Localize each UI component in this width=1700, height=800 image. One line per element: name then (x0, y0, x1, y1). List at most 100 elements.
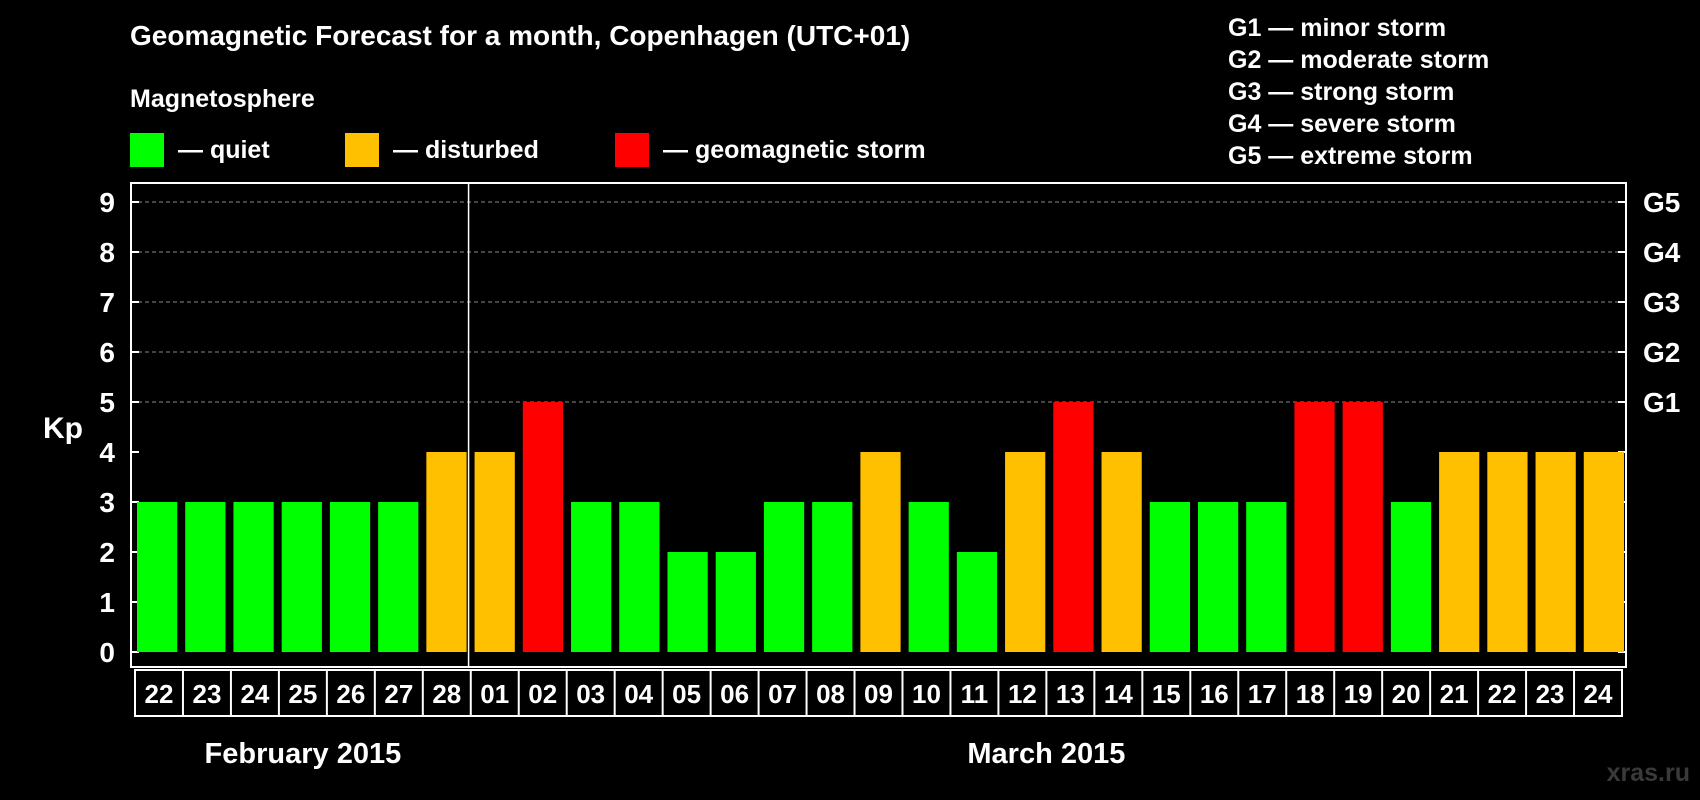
x-tick-label: 24 (240, 679, 269, 709)
bar (185, 502, 226, 652)
bar (281, 502, 322, 652)
x-tick-label: 03 (576, 679, 605, 709)
x-tick-label: 05 (672, 679, 701, 709)
g-level-label: G5 (1643, 187, 1680, 218)
bar (1246, 502, 1287, 652)
bar (956, 552, 998, 652)
x-tick-label: 08 (816, 679, 845, 709)
x-tick-label: 21 (1440, 679, 1469, 709)
bar (1439, 452, 1480, 652)
y-tick-label: 9 (99, 187, 115, 218)
plot-frame (130, 182, 1627, 668)
storm-level-g5: G5 — extreme storm (1228, 142, 1473, 170)
g-level-label: G4 (1643, 237, 1681, 268)
legend-label-quiet: — quiet (178, 135, 270, 164)
legend-storm: — geomagnetic storm (615, 133, 926, 167)
bar (137, 502, 178, 652)
storm-level-legend: G1 — minor storm G2 — moderate storm G3 … (1228, 12, 1489, 172)
legend-disturbed: — disturbed (345, 133, 539, 167)
y-tick-label: 8 (99, 237, 115, 268)
y-tick-label: 6 (99, 337, 115, 368)
g-level-label: G2 (1643, 337, 1680, 368)
x-tick-label: 23 (1536, 679, 1565, 709)
x-tick-label: 13 (1056, 679, 1085, 709)
legend-quiet: — quiet (130, 133, 270, 167)
x-tick-label: 09 (864, 679, 893, 709)
x-tick-label: 16 (1200, 679, 1229, 709)
bar (1053, 402, 1094, 652)
bar (812, 502, 853, 652)
month-label: March 2015 (967, 738, 1125, 770)
x-tick-label: 14 (1104, 679, 1133, 709)
y-axis-label: Kp (43, 412, 83, 445)
bar (1390, 502, 1432, 652)
x-tick-label: 07 (768, 679, 797, 709)
bar (715, 552, 756, 652)
g-level-label: G1 (1643, 387, 1680, 418)
y-tick-label: 5 (99, 387, 115, 418)
bar (1294, 402, 1335, 652)
x-tick-label: 20 (1392, 679, 1421, 709)
storm-level-g3: G3 — strong storm (1228, 78, 1455, 106)
bar (908, 502, 949, 652)
legend-swatch-disturbed (345, 133, 379, 167)
g-level-label: G3 (1643, 287, 1680, 318)
x-tick-label: 22 (145, 679, 174, 709)
bar (1535, 452, 1576, 652)
bar (1487, 452, 1528, 652)
bar (329, 502, 371, 652)
storm-level-g2: G2 — moderate storm (1228, 46, 1490, 74)
bar (1342, 402, 1383, 652)
x-tick-label: 12 (1008, 679, 1037, 709)
x-tick-label: 06 (720, 679, 749, 709)
y-tick-label: 0 (99, 637, 115, 668)
y-tick-label: 4 (99, 437, 115, 468)
bar (1005, 452, 1046, 652)
bar (522, 402, 564, 652)
x-tick-label: 22 (1488, 679, 1517, 709)
x-tick-label: 17 (1248, 679, 1277, 709)
y-tick-label: 1 (99, 587, 115, 618)
bar (763, 502, 805, 652)
x-tick-label: 25 (288, 679, 317, 709)
x-tick-label: 11 (961, 679, 989, 709)
bar (571, 502, 612, 652)
storm-level-g1: G1 — minor storm (1228, 14, 1447, 42)
x-tick-label: 01 (480, 679, 509, 709)
x-tick-label: 02 (528, 679, 557, 709)
legend-swatch-quiet (130, 133, 164, 167)
x-tick-label: 10 (912, 679, 941, 709)
bar (233, 502, 274, 652)
x-tick-label: 28 (432, 679, 461, 709)
bar (1583, 452, 1624, 652)
bar (1197, 502, 1239, 652)
legend-label-storm: — geomagnetic storm (663, 135, 926, 164)
x-tick-label: 15 (1152, 679, 1181, 709)
date-label-box (134, 669, 1623, 717)
chart-title: Geomagnetic Forecast for a month, Copenh… (130, 20, 911, 51)
legend-label-disturbed: — disturbed (393, 135, 539, 164)
bar (1149, 502, 1190, 652)
bar (667, 552, 708, 652)
magnetosphere-label: Magnetosphere (130, 85, 315, 113)
bar (474, 452, 515, 652)
bar (860, 452, 901, 652)
x-tick-label: 27 (384, 679, 413, 709)
x-tick-label: 26 (336, 679, 365, 709)
y-tick-label: 3 (99, 487, 115, 518)
bar (426, 452, 467, 652)
month-label: February 2015 (205, 738, 402, 770)
x-tick-label: 24 (1584, 679, 1613, 709)
x-tick-label: 04 (624, 679, 653, 709)
storm-level-g4: G4 — severe storm (1228, 110, 1456, 138)
bar (1101, 452, 1142, 652)
y-tick-label: 7 (99, 287, 115, 318)
x-tick-label: 19 (1344, 679, 1373, 709)
legend-swatch-storm (615, 133, 649, 167)
x-tick-label: 23 (192, 679, 221, 709)
x-tick-label: 18 (1296, 679, 1325, 709)
bar (378, 502, 419, 652)
y-tick-label: 2 (99, 537, 115, 568)
watermark: xras.ru (1606, 759, 1690, 787)
